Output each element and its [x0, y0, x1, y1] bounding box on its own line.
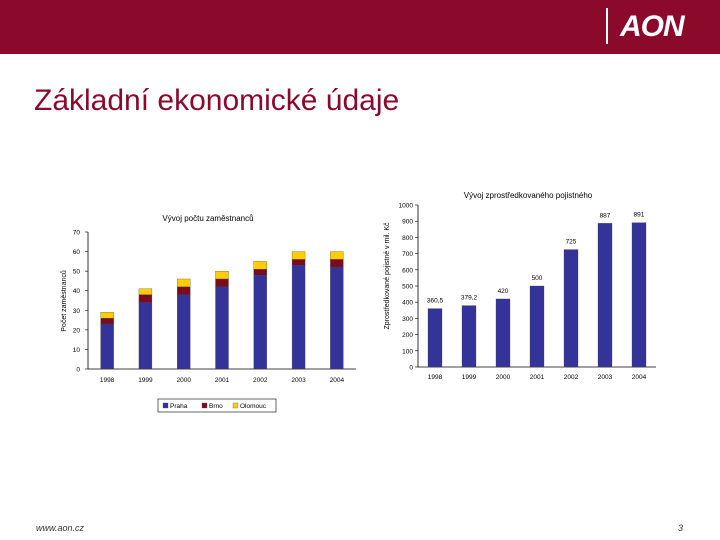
employees-bar-brno-2002: [253, 269, 267, 276]
employees-bar-olomouc-2002: [253, 261, 267, 270]
page-number: 3: [678, 523, 684, 533]
premium-y-tick-label: 400: [402, 300, 413, 307]
employees-legend-label-brno: Brno: [209, 403, 223, 410]
employees-x-tick-label: 1998: [100, 377, 115, 384]
employees-y-tick-label: 40: [73, 288, 81, 295]
employees-legend-swatch-brno: [201, 402, 208, 409]
premium-data-label-2002: 725: [566, 239, 577, 246]
premium-bar-2002: [563, 249, 579, 368]
employees-bars: [100, 251, 344, 370]
premium-bar-2001: [529, 285, 545, 368]
premium-y-tick-label: 200: [402, 332, 413, 339]
employees-bar-brno-2000: [177, 286, 191, 295]
employees-chart-title: Vývoj počtu zaměstnanců: [162, 214, 253, 223]
employees-bar-praha-2004: [330, 267, 344, 370]
premium-bar-2004: [631, 222, 647, 368]
premium-y-tick-label: 300: [402, 316, 413, 323]
employees-bar-praha-1998: [100, 323, 114, 370]
employees-y-ticks: 0 10 20 30 40 50 60 70: [73, 230, 88, 374]
employees-y-tick-label: 60: [73, 249, 81, 256]
employees-x-tick-label: 2002: [253, 377, 268, 384]
employees-bar-olomouc-2000: [177, 278, 191, 287]
employees-bar-praha-2000: [177, 294, 191, 370]
premium-x-tick-label: 2002: [564, 374, 579, 381]
employees-legend-swatch-olomouc: [232, 402, 239, 409]
employees-x-ticks: 1998 1999 2000 2001 2002 2003 2004: [100, 377, 345, 384]
employees-x-tick-label: 2004: [330, 377, 345, 384]
premium-y-tick-label: 600: [402, 267, 413, 274]
premium-y-tick-label: 700: [402, 251, 413, 258]
premium-data-label-1999: 379,2: [461, 295, 478, 302]
premium-x-tick-label: 2001: [530, 374, 545, 381]
employees-legend-label-olomouc: Olomouc: [240, 403, 267, 410]
logo-divider: [606, 8, 608, 44]
premium-y-tick-label: 900: [402, 219, 413, 226]
premium-bars: 360,5 379,2 420 500 725 887 891: [427, 212, 647, 368]
employees-x-tick-label: 2000: [176, 377, 191, 384]
premium-data-label-1998: 360,5: [427, 298, 444, 305]
premium-y-tick-label: 500: [402, 284, 413, 291]
premium-bar-1999: [461, 305, 477, 368]
employees-bar-praha-1999: [138, 302, 153, 370]
premium-y-ticks: 0 100 200 300 400 500 600 700 800 900 1000: [399, 203, 418, 372]
premium-x-tick-label: 1998: [428, 374, 443, 381]
employees-bar-olomouc-2001: [215, 270, 229, 280]
employees-bar-brno-2004: [330, 259, 344, 268]
premium-bar-2000: [495, 298, 511, 368]
employees-x-tick-label: 1999: [138, 377, 153, 384]
employees-legend-label-praha: Praha: [170, 403, 188, 410]
premium-x-tick-label: 1999: [462, 374, 477, 381]
employees-bar-praha-2002: [253, 274, 267, 370]
employees-chart: Vývoj počtu zaměstnanců Počet zaměstnanc…: [60, 214, 356, 413]
premium-bar-2003: [597, 223, 613, 368]
premium-y-tick-label: 800: [402, 235, 413, 242]
employees-y-tick-label: 50: [73, 269, 81, 276]
premium-data-label-2004: 891: [634, 212, 645, 219]
employees-x-tick-label: 2001: [215, 377, 230, 384]
employees-y-tick-label: 70: [73, 230, 81, 237]
premium-x-tick-label: 2000: [496, 374, 511, 381]
employees-legend-box: [157, 398, 277, 413]
premium-y-axis-label: Zprostředkované pojistné v mil. Kč: [384, 222, 391, 329]
employees-bar-brno-2003: [291, 259, 306, 266]
employees-legend: Praha Brno Olomouc: [157, 398, 277, 413]
aon-logo: AON: [620, 10, 685, 43]
employees-bar-olomouc-1999: [138, 288, 153, 295]
employees-bar-olomouc-2003: [291, 251, 306, 260]
employees-y-tick-label: 20: [73, 327, 81, 334]
employees-y-tick-label: 0: [76, 367, 80, 374]
employees-x-tick-label: 2003: [291, 377, 306, 384]
premium-y-tick-label: 100: [402, 348, 413, 355]
employees-bar-olomouc-2004: [330, 251, 344, 260]
premium-y-tick-label: 0: [409, 365, 413, 372]
employees-bar-brno-1999: [138, 294, 153, 303]
premium-bar-1998: [427, 308, 443, 368]
premium-data-label-2003: 887: [600, 212, 611, 219]
footer-url: www.aon.cz: [36, 523, 85, 533]
premium-chart-title: Vývoj zprostředkovaného pojistného: [464, 191, 593, 200]
premium-data-label-2001: 500: [532, 275, 543, 282]
premium-x-ticks: 1998 1999 2000 2001 2002 2003 2004: [428, 374, 647, 381]
premium-y-tick-label: 1000: [399, 203, 414, 210]
employees-y-axis-label: Počet zaměstnanců: [60, 270, 68, 332]
employees-y-tick-label: 10: [73, 347, 81, 354]
employees-legend-swatch-praha: [162, 402, 169, 409]
employees-bar-praha-2003: [291, 265, 306, 370]
premium-chart: Vývoj zprostředkovaného pojistného Zpros…: [384, 191, 656, 381]
employees-y-tick-label: 30: [73, 308, 81, 315]
premium-x-tick-label: 2003: [598, 374, 613, 381]
premium-data-label-2000: 420: [498, 288, 509, 295]
employees-bar-praha-2001: [215, 286, 229, 370]
employees-bar-brno-1998: [100, 317, 114, 325]
employees-bar-brno-2001: [215, 278, 229, 287]
page-title: Základní ekonomické údaje: [34, 84, 400, 117]
premium-x-tick-label: 2004: [632, 374, 647, 381]
header-bar: [0, 0, 720, 54]
employees-bar-olomouc-1998: [100, 312, 114, 319]
